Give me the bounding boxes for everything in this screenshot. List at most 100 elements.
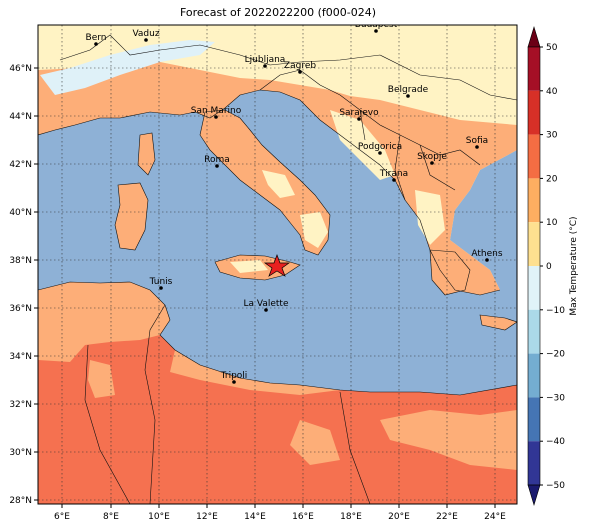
lat-tick-label: 34°N xyxy=(9,352,32,362)
city-label: Roma xyxy=(204,155,230,165)
colorbar-tick-label: −50 xyxy=(546,481,565,491)
alps-cold-band xyxy=(40,40,215,95)
city-label: Tripoli xyxy=(220,371,248,381)
colorbar-band xyxy=(528,353,540,398)
colorbar-extend-max xyxy=(527,25,541,48)
city-label: Tunis xyxy=(149,277,173,287)
europe-warm-fringe xyxy=(38,60,517,295)
sardinia-land xyxy=(115,183,148,250)
lon-tick-label: 10°E xyxy=(148,512,170,522)
lat-tick-label: 44°N xyxy=(9,112,32,122)
city-dot xyxy=(475,145,479,149)
crete-land xyxy=(480,315,517,330)
colorbar-band xyxy=(528,178,540,223)
peloponnese-land xyxy=(430,250,470,295)
corsica-land xyxy=(138,133,155,175)
colorbar-tick-label: −40 xyxy=(546,437,565,447)
city-dot xyxy=(406,94,410,98)
lat-tick-label: 46°N xyxy=(9,64,32,74)
city-dot xyxy=(378,151,382,155)
colorbar: 50 40 30 20 10 0 −10 −20 −30 −40 −50 xyxy=(527,25,565,507)
colorbar-band xyxy=(528,222,540,266)
city-label: Bern xyxy=(86,33,107,43)
city-dot xyxy=(374,29,378,33)
lat-tick-label: 42°N xyxy=(9,160,32,170)
city-dot xyxy=(94,42,98,46)
colorbar-tick-label: −30 xyxy=(546,393,565,403)
colorbar-band xyxy=(528,397,540,442)
city-label: Ljubljana xyxy=(245,55,286,65)
city-dot xyxy=(357,117,361,121)
colorbar-band xyxy=(528,90,540,135)
lon-tick-label: 16°E xyxy=(292,512,314,522)
city-dot xyxy=(214,115,218,119)
colorbar-tick-label: −20 xyxy=(546,350,565,360)
city-label: La Valette xyxy=(244,299,289,309)
lon-tick-label: 12°E xyxy=(196,512,218,522)
egypt-warm-patch xyxy=(380,410,517,470)
country-borders xyxy=(38,34,517,504)
colorbar-band xyxy=(528,309,540,354)
balkan-mild-patch xyxy=(330,110,395,180)
city-label: Vaduz xyxy=(132,29,159,39)
city-dot xyxy=(215,164,219,168)
city-label: Athens xyxy=(471,249,502,259)
lon-tick-label: 6°E xyxy=(54,512,70,522)
city-label: San Marino xyxy=(191,106,242,116)
north-africa-coastal-band xyxy=(38,282,170,362)
city-dot xyxy=(263,64,267,68)
colorbar-tick-label: −10 xyxy=(546,306,565,316)
city-dot xyxy=(144,38,148,42)
lat-tick-label: 30°N xyxy=(9,448,32,458)
colorbar-band xyxy=(528,134,540,179)
puglia-mild-patch xyxy=(262,170,295,198)
city-dot xyxy=(392,178,396,182)
city-label: Zagreb xyxy=(284,61,316,71)
lat-tick-label: 28°N xyxy=(9,496,32,506)
colorbar-extend-min xyxy=(527,484,541,507)
tunisia-warm-patch xyxy=(88,360,115,398)
city-label: Sarajevo xyxy=(339,108,379,118)
city-label: Sofia xyxy=(466,136,488,146)
calabria-mild-patch xyxy=(300,212,328,248)
colorbar-band xyxy=(528,266,540,310)
italy-land xyxy=(200,110,330,255)
lat-tick-label: 38°N xyxy=(9,256,32,266)
sahara-warm-patch xyxy=(290,420,340,465)
city-label: Podgorica xyxy=(358,142,402,152)
colorbar-label: Max Temperature (°C) xyxy=(569,216,579,315)
colorbar-tick-label: 0 xyxy=(546,262,552,272)
map-title: Forecast of 2022022200 (f000-024) xyxy=(179,6,377,19)
map-frame xyxy=(37,24,518,505)
forecast-location-star-marker xyxy=(263,254,291,277)
city-dot xyxy=(159,286,163,290)
city-label: Tirana xyxy=(379,169,408,179)
colorbar-tick-label: 40 xyxy=(546,87,558,97)
city-dot xyxy=(298,70,302,74)
greece-mild-patch xyxy=(415,190,445,245)
city-dot xyxy=(232,380,236,384)
sicily-mild-patch xyxy=(230,260,268,273)
lon-tick-label: 14°E xyxy=(244,512,266,522)
lon-tick-label: 22°E xyxy=(436,512,458,522)
city-label: Skopje xyxy=(417,152,447,162)
north-africa-land xyxy=(38,282,517,504)
colorbar-band xyxy=(528,441,540,485)
lon-tick-label: 18°E xyxy=(340,512,362,522)
city-dot xyxy=(430,161,434,165)
colorbar-band xyxy=(528,47,540,91)
lat-tick-label: 32°N xyxy=(9,400,32,410)
city-dot xyxy=(264,308,268,312)
colorbar-tick-label: 10 xyxy=(546,218,558,228)
city-label: Budapest xyxy=(355,20,398,30)
lat-tick-label: 40°N xyxy=(9,208,32,218)
colorbar-tick-label: 20 xyxy=(546,174,558,184)
lon-tick-label: 20°E xyxy=(388,512,410,522)
lon-tick-label: 24°E xyxy=(484,512,506,522)
lon-tick-label: 8°E xyxy=(103,512,119,522)
lat-tick-label: 36°N xyxy=(9,304,32,314)
map-axes: 6°E 8°E 10°E 12°E 14°E 16°E 18°E 20°E 22°E 24°E 46… xyxy=(9,64,506,522)
city-dot xyxy=(485,258,489,262)
